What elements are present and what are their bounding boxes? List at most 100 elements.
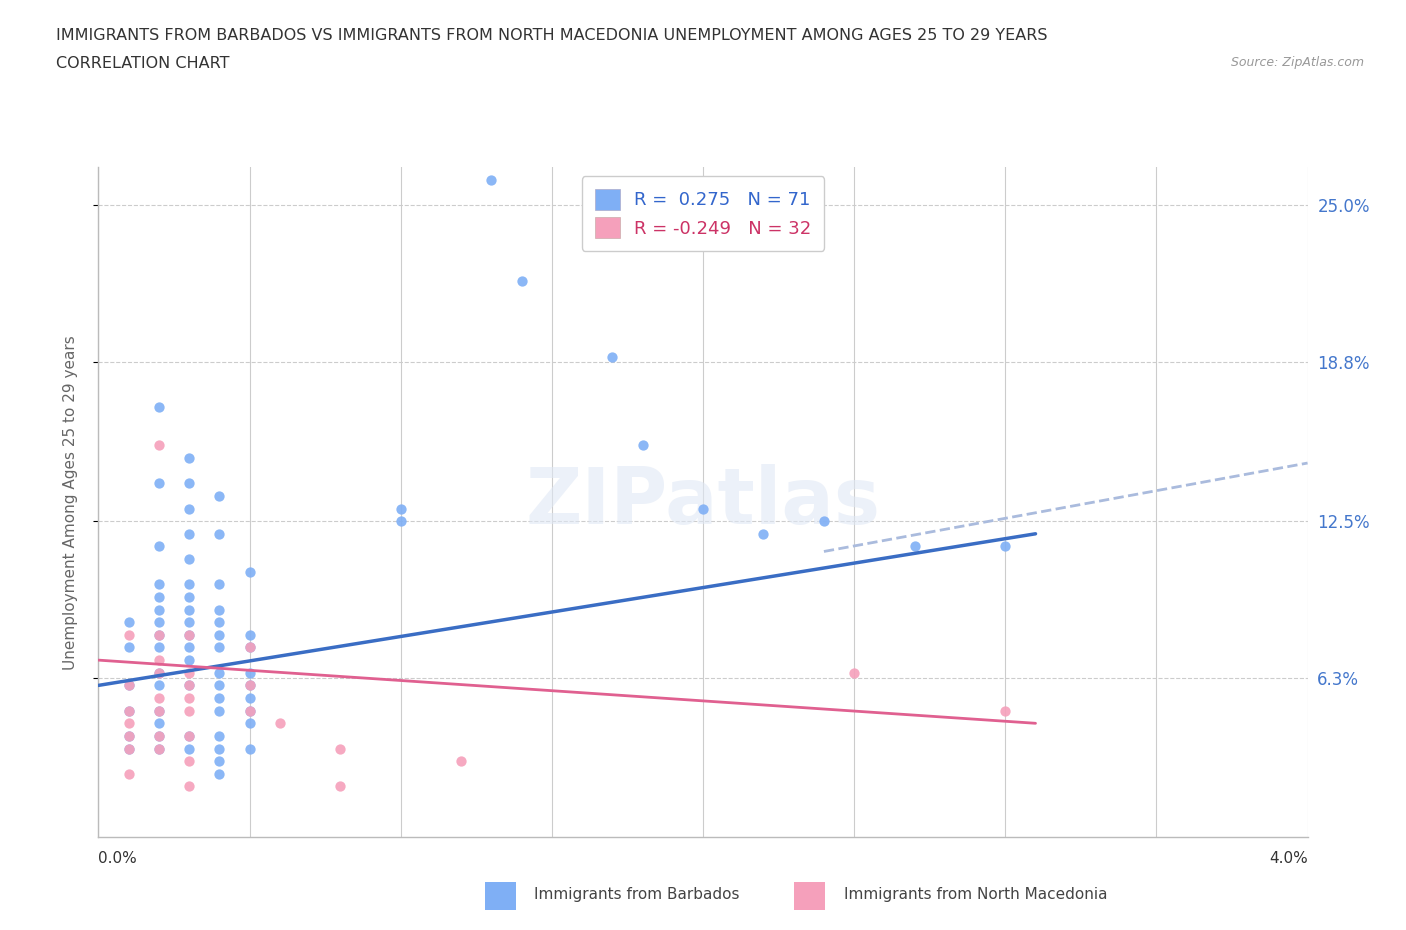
Point: [148, 678, 170, 693]
Point: [179, 728, 201, 743]
Point: [148, 653, 170, 668]
Point: [118, 741, 141, 756]
Point: [208, 691, 231, 706]
Point: [239, 678, 262, 693]
Point: [329, 779, 352, 794]
Point: [148, 615, 170, 630]
Text: Source: ZipAtlas.com: Source: ZipAtlas.com: [1230, 56, 1364, 69]
Point: [179, 753, 201, 768]
Point: [329, 741, 352, 756]
Point: [239, 691, 262, 706]
Point: [148, 438, 170, 453]
Point: [904, 539, 927, 554]
Point: [208, 526, 231, 541]
Point: [179, 501, 201, 516]
Point: [510, 273, 533, 288]
Text: IMMIGRANTS FROM BARBADOS VS IMMIGRANTS FROM NORTH MACEDONIA UNEMPLOYMENT AMONG A: IMMIGRANTS FROM BARBADOS VS IMMIGRANTS F…: [56, 28, 1047, 43]
Point: [118, 678, 141, 693]
Point: [208, 728, 231, 743]
Point: [179, 602, 201, 617]
Point: [179, 703, 201, 718]
Point: [239, 678, 262, 693]
Point: [148, 728, 170, 743]
Text: ZIPatlas: ZIPatlas: [526, 464, 880, 540]
Point: [602, 350, 624, 365]
Point: [208, 766, 231, 781]
Point: [208, 615, 231, 630]
Point: [148, 741, 170, 756]
Point: [179, 628, 201, 643]
Point: [239, 716, 262, 731]
Point: [148, 476, 170, 491]
Point: [179, 615, 201, 630]
Point: [994, 703, 1017, 718]
Point: [118, 615, 141, 630]
Point: [118, 716, 141, 731]
Point: [179, 577, 201, 591]
Point: [179, 728, 201, 743]
Point: [118, 703, 141, 718]
Point: [239, 741, 262, 756]
Point: [179, 653, 201, 668]
Point: [118, 628, 141, 643]
Point: [450, 753, 472, 768]
Point: [179, 450, 201, 465]
Point: [239, 640, 262, 655]
Point: [148, 741, 170, 756]
Point: [179, 691, 201, 706]
Text: 0.0%: 0.0%: [98, 851, 138, 866]
Text: 4.0%: 4.0%: [1268, 851, 1308, 866]
Point: [118, 766, 141, 781]
Point: [208, 488, 231, 503]
Text: Immigrants from Barbados: Immigrants from Barbados: [534, 887, 740, 902]
Point: [239, 703, 262, 718]
Point: [179, 476, 201, 491]
Point: [118, 741, 141, 756]
Point: [179, 678, 201, 693]
Point: [179, 590, 201, 604]
Point: [752, 526, 775, 541]
Point: [148, 400, 170, 415]
Point: [118, 640, 141, 655]
Point: [208, 741, 231, 756]
Text: Immigrants from North Macedonia: Immigrants from North Macedonia: [844, 887, 1107, 902]
Point: [844, 665, 866, 680]
Point: [813, 513, 835, 528]
Point: [118, 703, 141, 718]
Point: [148, 665, 170, 680]
Point: [148, 590, 170, 604]
Point: [208, 640, 231, 655]
Point: [148, 703, 170, 718]
Point: [692, 501, 714, 516]
Point: [208, 602, 231, 617]
Point: [148, 640, 170, 655]
Point: [239, 640, 262, 655]
Point: [239, 565, 262, 579]
Point: [148, 628, 170, 643]
Legend: R =  0.275   N = 71, R = -0.249   N = 32: R = 0.275 N = 71, R = -0.249 N = 32: [582, 177, 824, 251]
Point: [208, 577, 231, 591]
Point: [389, 513, 412, 528]
Point: [208, 628, 231, 643]
Point: [179, 678, 201, 693]
Point: [631, 438, 654, 453]
Point: [179, 741, 201, 756]
Text: CORRELATION CHART: CORRELATION CHART: [56, 56, 229, 71]
Point: [481, 173, 503, 188]
Point: [208, 703, 231, 718]
Point: [148, 665, 170, 680]
Point: [148, 602, 170, 617]
Y-axis label: Unemployment Among Ages 25 to 29 years: Unemployment Among Ages 25 to 29 years: [63, 335, 77, 670]
Point: [994, 539, 1017, 554]
Point: [179, 628, 201, 643]
Point: [239, 665, 262, 680]
Point: [208, 753, 231, 768]
Point: [148, 716, 170, 731]
Point: [148, 728, 170, 743]
Point: [118, 728, 141, 743]
Point: [148, 691, 170, 706]
Point: [269, 716, 291, 731]
Point: [118, 678, 141, 693]
Point: [148, 703, 170, 718]
Point: [179, 526, 201, 541]
